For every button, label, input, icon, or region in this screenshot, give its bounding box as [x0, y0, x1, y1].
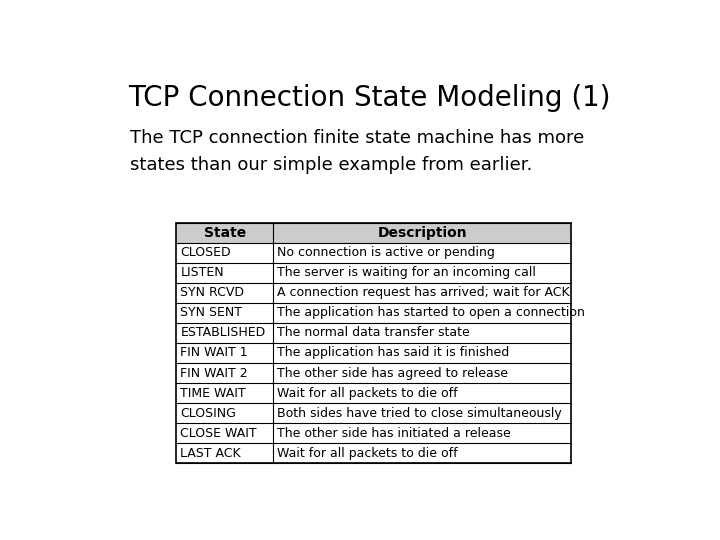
Text: SYN SENT: SYN SENT [181, 306, 243, 320]
Text: FIN WAIT 2: FIN WAIT 2 [181, 367, 248, 380]
Text: Wait for all packets to die off: Wait for all packets to die off [277, 447, 458, 460]
Text: CLOSED: CLOSED [181, 246, 231, 259]
Text: TCP Connection State Modeling (1): TCP Connection State Modeling (1) [127, 84, 611, 112]
Text: LISTEN: LISTEN [181, 266, 224, 279]
Text: states than our simple example from earlier.: states than our simple example from earl… [130, 156, 533, 174]
Text: The other side has initiated a release: The other side has initiated a release [277, 427, 510, 440]
Text: Both sides have tried to close simultaneously: Both sides have tried to close simultane… [277, 407, 562, 420]
Text: Wait for all packets to die off: Wait for all packets to die off [277, 387, 458, 400]
Text: The application has started to open a connection: The application has started to open a co… [277, 306, 585, 320]
Bar [176, 223, 571, 463]
Text: SYN RCVD: SYN RCVD [181, 286, 244, 299]
Text: The server is waiting for an incoming call: The server is waiting for an incoming ca… [277, 266, 536, 279]
Text: FIN WAIT 1: FIN WAIT 1 [181, 347, 248, 360]
Text: LAST ACK: LAST ACK [181, 447, 241, 460]
Text: ESTABLISHED: ESTABLISHED [181, 327, 266, 340]
Bar [176, 223, 571, 243]
Text: The other side has agreed to release: The other side has agreed to release [277, 367, 508, 380]
Text: A connection request has arrived; wait for ACK: A connection request has arrived; wait f… [277, 286, 570, 299]
Text: Description: Description [377, 226, 467, 240]
Text: TIME WAIT: TIME WAIT [181, 387, 246, 400]
Text: The normal data transfer state: The normal data transfer state [277, 327, 469, 340]
Text: State: State [204, 226, 246, 240]
Text: The application has said it is finished: The application has said it is finished [277, 347, 509, 360]
Text: CLOSE WAIT: CLOSE WAIT [181, 427, 257, 440]
Text: No connection is active or pending: No connection is active or pending [277, 246, 495, 259]
Text: The TCP connection finite state machine has more: The TCP connection finite state machine … [130, 129, 585, 147]
Text: CLOSING: CLOSING [181, 407, 236, 420]
